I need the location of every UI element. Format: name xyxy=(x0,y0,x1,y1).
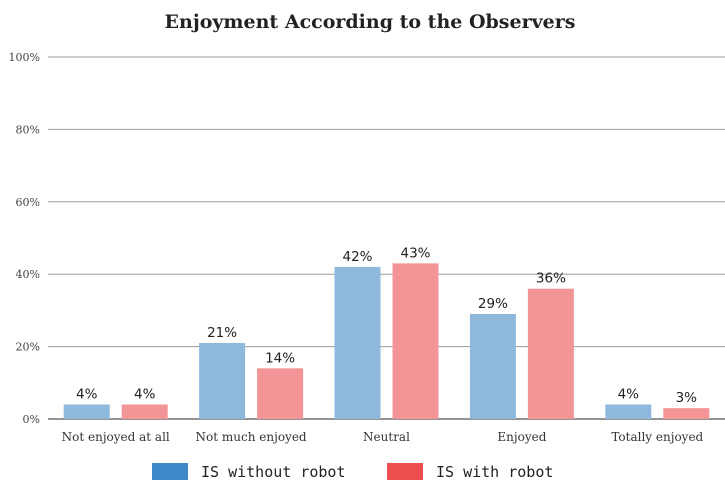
x-category-label: Not enjoyed at all xyxy=(62,430,170,444)
bar-with-robot xyxy=(392,263,439,419)
x-category-label: Enjoyed xyxy=(497,430,546,444)
bars xyxy=(63,263,710,419)
bar-without-robot xyxy=(334,266,381,419)
y-tick-label: 80% xyxy=(16,123,40,136)
data-label: 43% xyxy=(400,245,430,261)
bar-with-robot xyxy=(663,408,710,419)
data-label: 36% xyxy=(536,271,566,287)
bar-with-robot xyxy=(527,288,574,419)
data-label: 14% xyxy=(265,350,295,366)
x-category-label: Totally enjoyed xyxy=(611,430,703,444)
data-label: 21% xyxy=(207,325,237,341)
bar-with-robot xyxy=(257,368,304,419)
chart-title: Enjoyment According to the Observers xyxy=(165,11,576,33)
y-tick-label: 40% xyxy=(16,268,40,281)
data-label: 4% xyxy=(134,387,156,403)
bar-without-robot xyxy=(199,342,246,419)
bar-without-robot xyxy=(605,404,652,419)
bar-with-robot xyxy=(121,404,168,419)
legend: IS without robot IS with robot xyxy=(152,463,553,481)
x-category-label: Not much enjoyed xyxy=(196,430,307,444)
y-tick-label: 100% xyxy=(9,51,40,64)
legend-swatch xyxy=(387,463,423,480)
data-label: 4% xyxy=(76,387,98,403)
data-label: 4% xyxy=(618,387,640,403)
data-labels: 4% 4% 21% 14% 42% 43% 29% 36% 4% 3% xyxy=(76,245,697,406)
bar-without-robot xyxy=(63,404,110,419)
data-label: 3% xyxy=(676,390,698,406)
legend-label: IS with robot xyxy=(436,463,553,481)
gridlines xyxy=(48,56,725,420)
data-label: 42% xyxy=(342,249,372,265)
y-tick-label: 60% xyxy=(16,196,40,209)
bar-without-robot xyxy=(469,314,516,419)
y-tick-label: 0% xyxy=(23,413,40,426)
y-tick-label: 20% xyxy=(16,341,40,354)
x-axis-categories: Not enjoyed at all Not much enjoyed Neutra… xyxy=(62,430,704,444)
legend-label: IS without robot xyxy=(201,463,346,481)
data-label: 29% xyxy=(478,296,508,312)
y-axis-ticks: 0% 20% 40% 60% 80% 100% xyxy=(9,51,40,426)
legend-swatch xyxy=(152,463,188,480)
x-category-label: Neutral xyxy=(363,430,410,444)
